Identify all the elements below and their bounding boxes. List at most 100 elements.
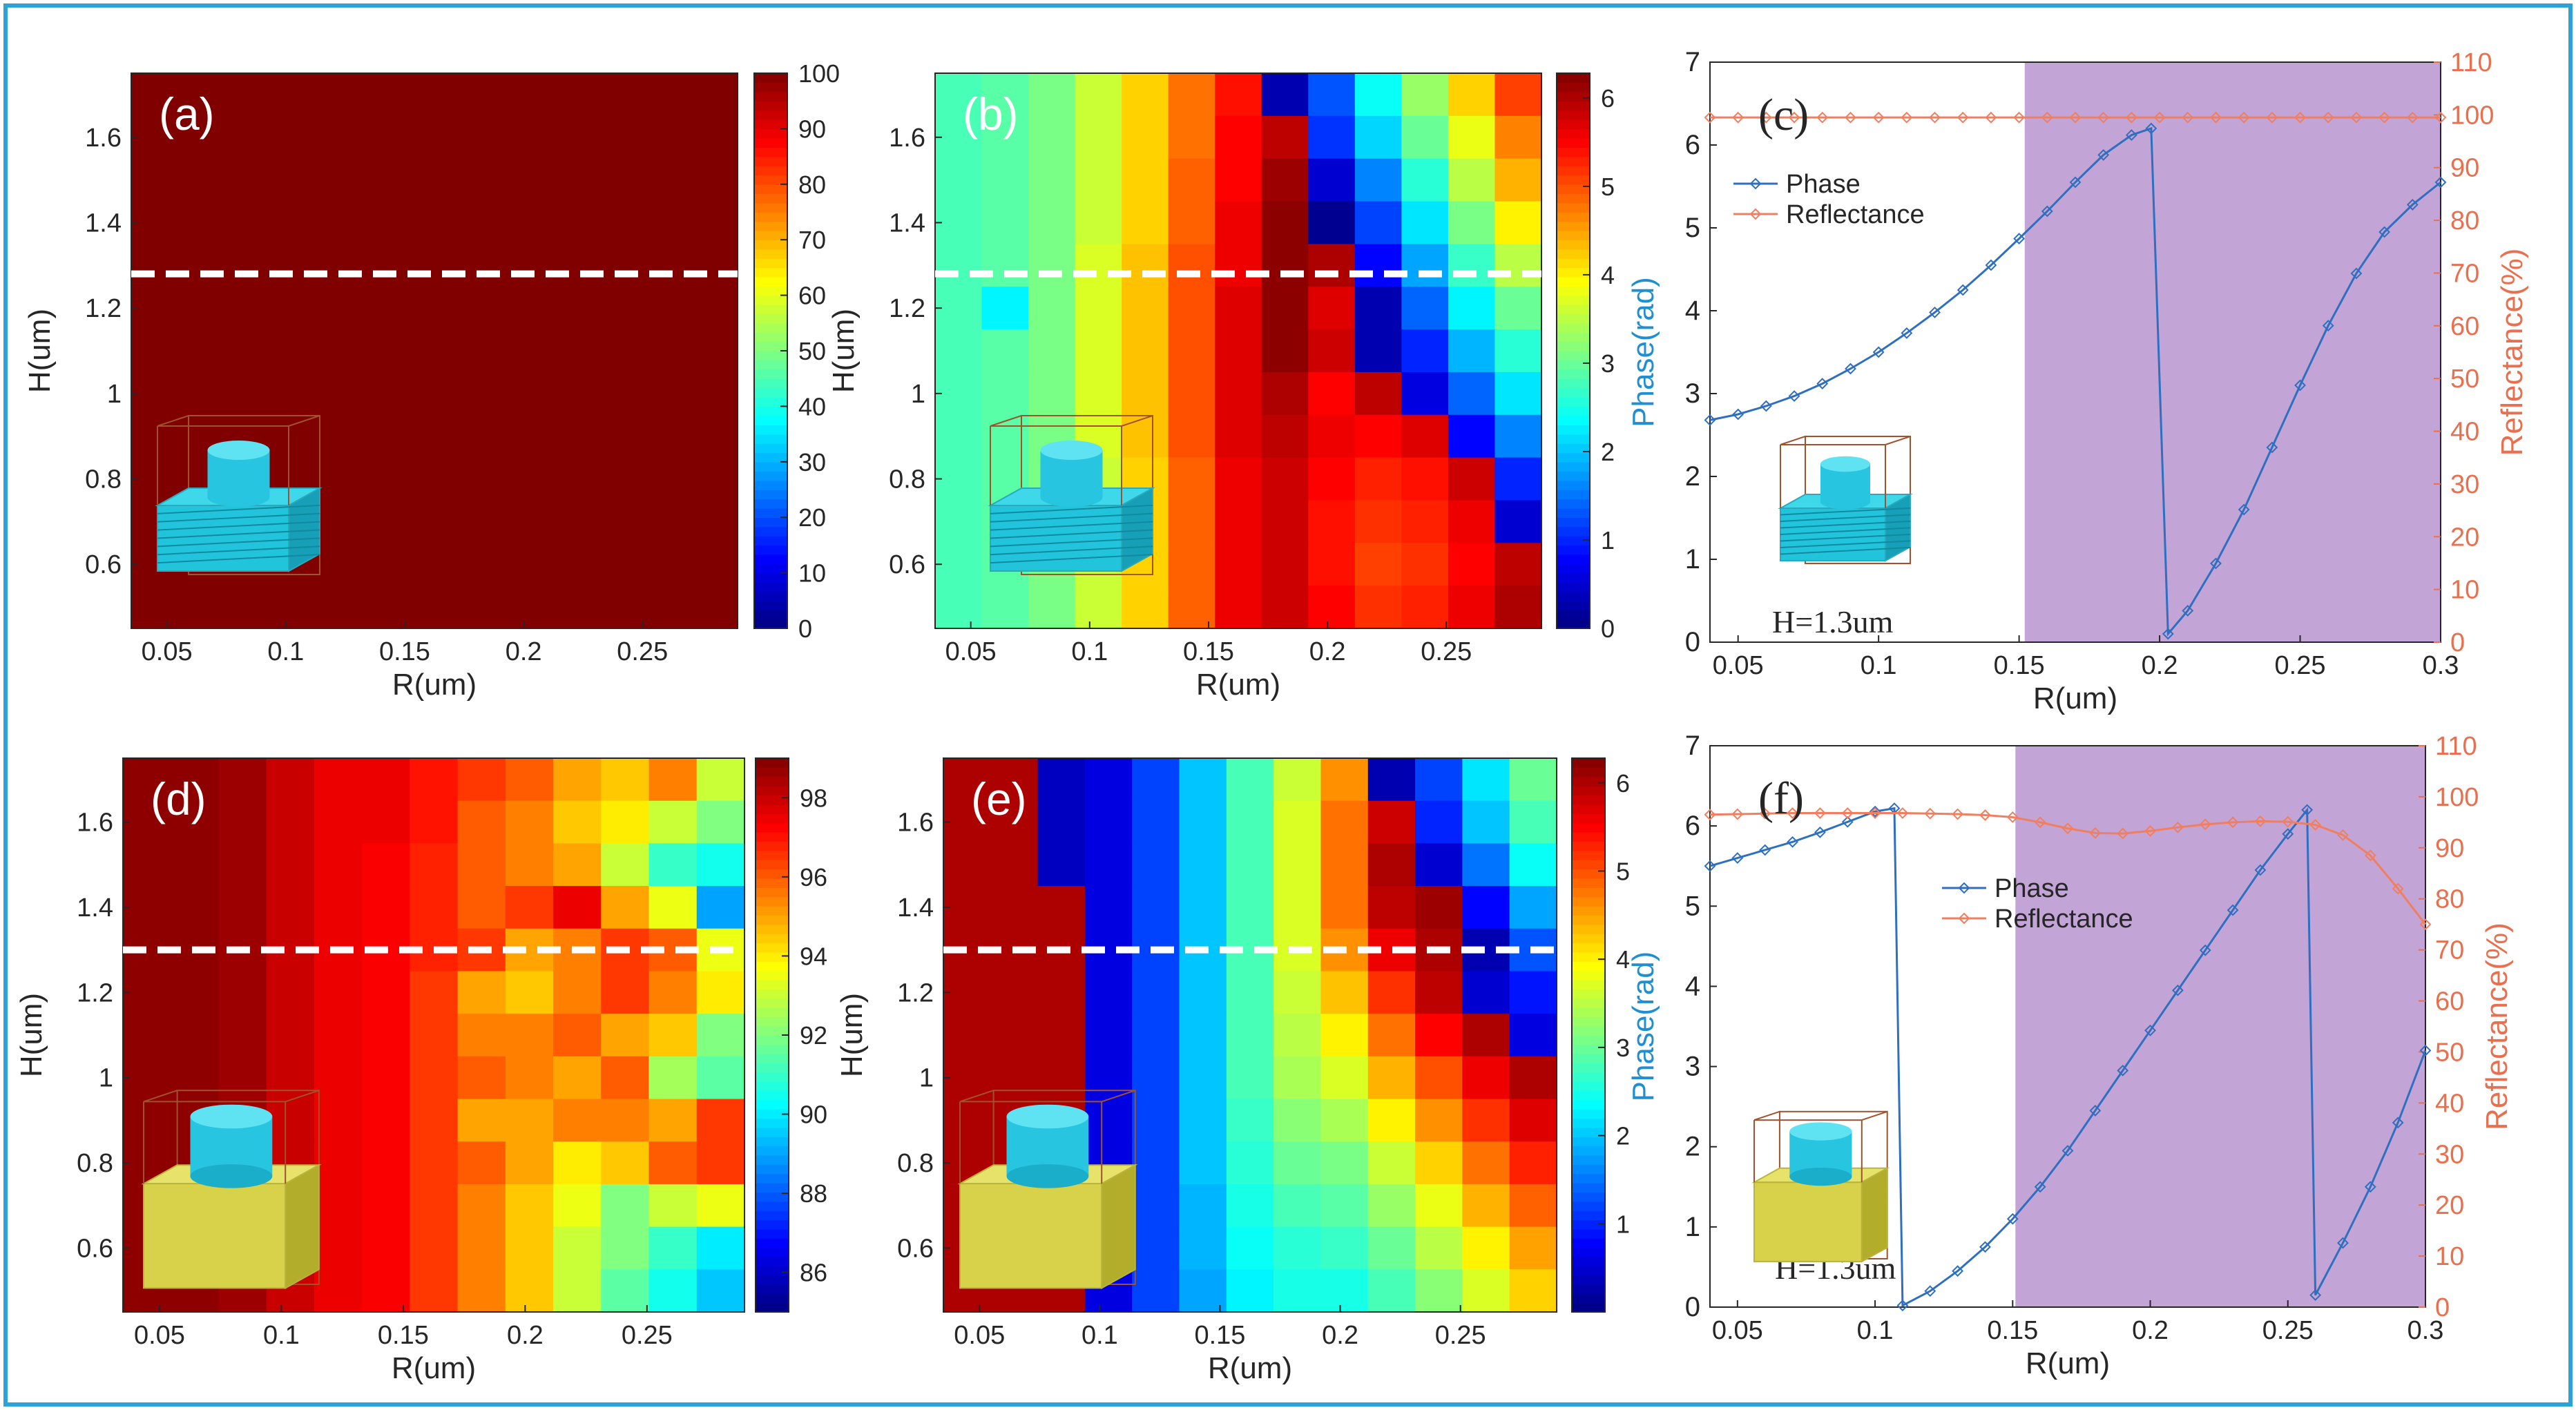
y-axis-label: Phase(rad)	[1626, 952, 1660, 1102]
x-tick-label: 0.25	[622, 1321, 673, 1350]
heatmap-cell	[1179, 1014, 1227, 1057]
heatmap-cell	[1075, 115, 1122, 160]
heatmap-cell	[1226, 1226, 1274, 1271]
heatmap-cell	[1509, 971, 1557, 1014]
colorbar-segment	[756, 915, 789, 925]
heatmap-cell	[505, 800, 554, 844]
colorbar-segment	[1572, 878, 1605, 888]
y-tick-label: 1.6	[77, 809, 113, 838]
x-tick-label: 0.25	[617, 637, 668, 666]
colorbar-segment	[1557, 212, 1590, 222]
colorbar-segment	[1557, 166, 1590, 176]
colorbar-segment	[756, 878, 789, 888]
heatmap-cell	[1367, 886, 1416, 929]
colorbar-tick-label: 1	[1601, 526, 1615, 554]
heatmap-cell	[1367, 1141, 1416, 1185]
y-tick-label: 0.8	[889, 465, 925, 494]
heatmap-cell	[1084, 800, 1133, 844]
inset-substrate-side	[1861, 1167, 1888, 1263]
series-line-phase	[1709, 807, 2427, 1308]
data-point-reflectance	[1896, 807, 1909, 819]
heatmap-cell	[1168, 287, 1216, 330]
heatmap-cell	[601, 758, 650, 802]
x-tick-label: 0.1	[267, 637, 304, 666]
y2-axis-label: Reflectance(%)	[2480, 923, 2514, 1130]
y-axis-label: H(um)	[23, 309, 57, 393]
heatmap-cell	[1308, 287, 1356, 330]
heatmap-cell	[266, 843, 315, 887]
heatmap-cell	[1261, 457, 1309, 501]
colorbar-tick-label: 2	[1616, 1122, 1630, 1150]
heatmap-cell	[1226, 886, 1274, 929]
data-point-reflectance	[1841, 807, 1854, 819]
data-point-phase	[2266, 441, 2278, 454]
heatmap-cell	[1320, 800, 1369, 844]
colorbar-segment	[756, 924, 789, 934]
colorbar-segment	[756, 822, 789, 833]
data-point-reflectance	[2013, 111, 2026, 124]
heatmap-cell	[1320, 1099, 1369, 1143]
highlight-region	[2024, 62, 2441, 642]
colorbar-segment	[1557, 91, 1590, 102]
heatmap-cell	[457, 1269, 506, 1313]
colorbar-segment	[754, 295, 787, 305]
heatmap-cell	[362, 1014, 411, 1057]
heatmap-cell	[1448, 158, 1496, 202]
colorbar-segment	[1557, 341, 1590, 351]
heatmap-cell	[123, 886, 172, 929]
legend-marker	[1749, 208, 1762, 220]
heatmap-cell	[1367, 1226, 1416, 1271]
colorbar-segment	[756, 1072, 789, 1082]
data-point-reflectance	[2309, 819, 2322, 831]
x-axis-label: R(um)	[1196, 668, 1280, 702]
data-point-phase	[2294, 379, 2306, 392]
data-point-reflectance	[1787, 807, 1798, 819]
heatmap-cell	[1401, 287, 1449, 330]
heatmap-cell	[1494, 500, 1542, 544]
heatmap-cell	[362, 758, 411, 802]
colorbar-segment	[1557, 202, 1590, 213]
data-point-reflectance	[2378, 111, 2391, 124]
inset-layer-line	[1780, 514, 1911, 522]
heatmap-cell	[601, 1099, 650, 1143]
colorbar-segment	[1572, 767, 1605, 778]
heatmap-cell	[410, 886, 459, 929]
data-point-phase	[2337, 1237, 2349, 1249]
colorbar-segment	[754, 600, 787, 610]
x-tick-label: 0.1	[1857, 1316, 1894, 1345]
x-tick-label: 0.05	[954, 1321, 1005, 1350]
heatmap-cell	[1509, 1226, 1557, 1271]
colorbar-segment	[754, 305, 787, 315]
colorbar-segment	[1572, 970, 1605, 981]
heatmap-cell	[696, 800, 745, 844]
legend-entry: Phase	[1995, 874, 2069, 903]
heatmap-cell	[1028, 158, 1076, 202]
heatmap-cell	[1308, 73, 1356, 117]
colorbar-tick-label: 5	[1601, 173, 1615, 201]
colorbar-segment	[754, 230, 787, 240]
heatmap-cell	[935, 287, 983, 330]
heatmap-cell	[1273, 1226, 1322, 1271]
heatmap-cell	[1308, 371, 1356, 416]
heatmap-cell	[943, 800, 992, 844]
inset-pillar-bottom	[1040, 487, 1103, 507]
colorbar-segment	[1572, 979, 1605, 989]
y-tick-label: 1	[99, 1064, 113, 1093]
inset-substrate-front	[959, 1183, 1103, 1289]
colorbar-segment	[1557, 82, 1590, 93]
heatmap-cell	[1215, 244, 1262, 288]
heatmap-cell	[1028, 371, 1076, 416]
heatmap-cell	[362, 886, 411, 929]
x-tick-label: 0.25	[2262, 1316, 2314, 1345]
heatmap-cell	[1037, 843, 1086, 887]
heatmap-cell	[1448, 414, 1496, 458]
colorbar-segment	[756, 1201, 789, 1211]
inset-wire-edge	[143, 1090, 177, 1103]
heatmap-cell	[1132, 1141, 1180, 1185]
heatmap-cell	[990, 843, 1039, 887]
heatmap-cell	[314, 1014, 363, 1057]
colorbar-segment	[754, 508, 787, 518]
heatmap-cell	[314, 843, 363, 887]
colorbar-segment	[756, 1266, 789, 1276]
heatmap-cell	[457, 1226, 506, 1271]
